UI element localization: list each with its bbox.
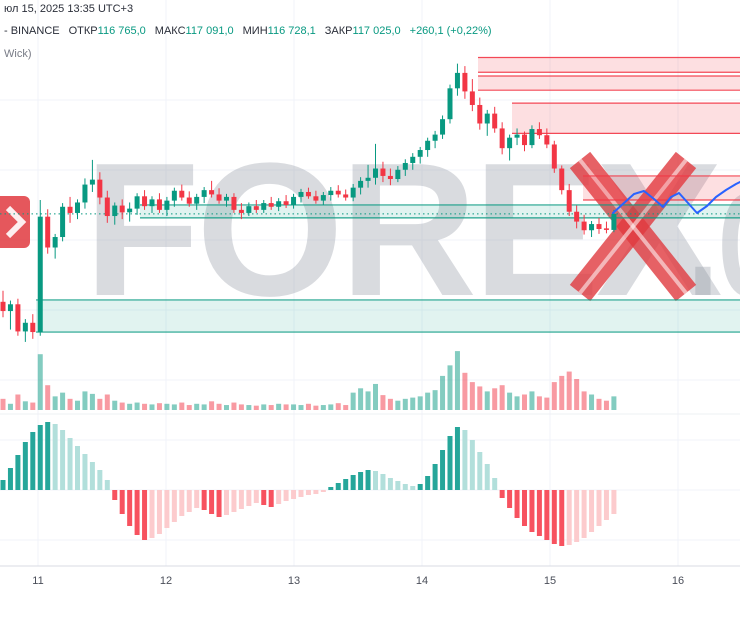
forecast-line <box>612 181 740 214</box>
time-axis-label: 15 <box>544 575 556 587</box>
resistance-zones <box>478 56 740 201</box>
open-label: ОТКР <box>68 25 98 37</box>
high-label: МАКС <box>154 25 186 37</box>
time-axis-label: 12 <box>160 575 172 587</box>
exchange-label: - BINANCE <box>4 25 60 37</box>
candles <box>0 63 617 342</box>
time-axis-label: 13 <box>288 575 300 587</box>
time-axis-label: 11 <box>32 575 43 587</box>
low-value: 116 728,1 <box>267 25 316 37</box>
low-label: МИН <box>242 25 268 37</box>
time-axis-labels[interactable]: 11 12 13 14 15 16 <box>32 575 684 587</box>
high-value: 117 091,0 <box>185 25 234 37</box>
svg-text:.c: .c <box>688 124 740 336</box>
support-zones <box>36 204 740 333</box>
close-label: ЗАКР <box>324 25 353 37</box>
volume-pane <box>0 351 617 410</box>
change-value: +260,1 (+0,22%) <box>409 25 492 37</box>
watermark: FOREX.c <box>0 124 740 336</box>
support-zone-1 <box>140 204 740 219</box>
resistance-zone-4 <box>583 175 740 201</box>
symbol-info-bar[interactable]: - BINANCE ОТКР116 765,0 МАКС117 091,0 МИ… <box>4 24 492 38</box>
macd-pane <box>0 422 617 546</box>
indicator-label[interactable]: Wick) <box>4 48 32 60</box>
close-value: 117 025,0 <box>352 25 401 37</box>
resistance-zone-1 <box>478 56 740 73</box>
time-axis-label: 14 <box>416 575 428 587</box>
support-zone-2 <box>36 299 740 333</box>
time-axis-label: 16 <box>672 575 684 587</box>
resistance-zone-2 <box>478 75 740 91</box>
open-value: 116 765,0 <box>97 25 146 37</box>
resistance-zone-3 <box>512 102 740 134</box>
